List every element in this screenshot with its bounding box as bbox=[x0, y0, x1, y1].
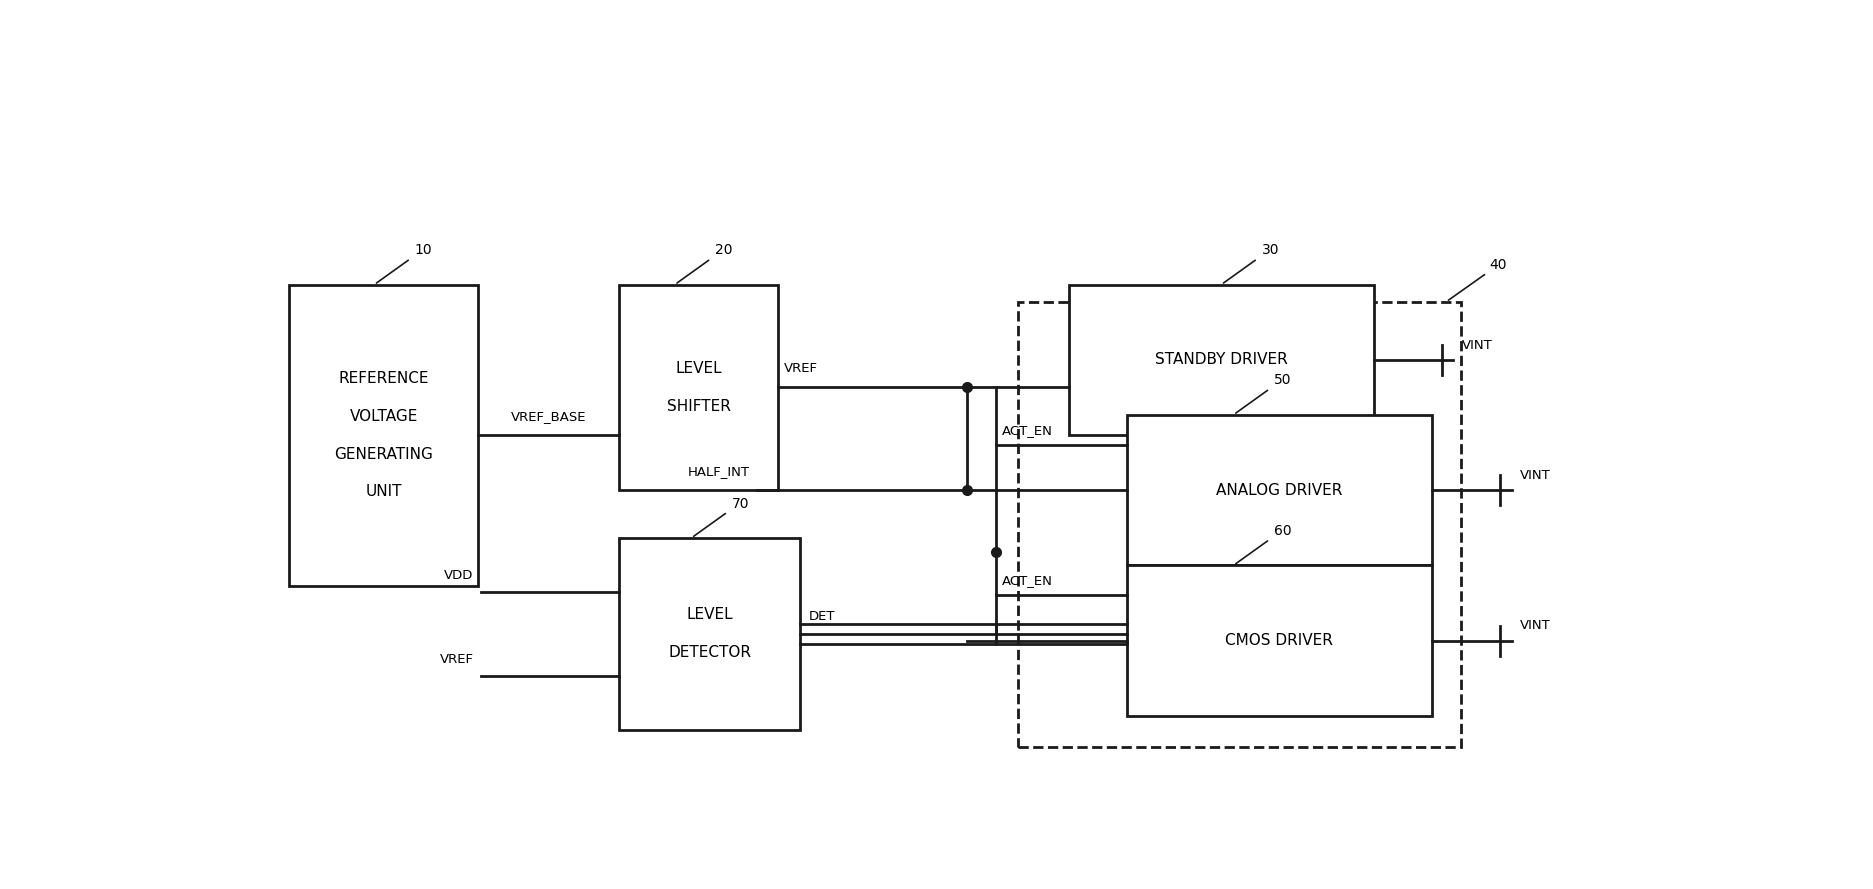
Text: DET: DET bbox=[809, 610, 835, 623]
Text: LEVEL: LEVEL bbox=[676, 361, 721, 376]
Bar bbox=[618, 538, 800, 730]
Text: 60: 60 bbox=[1274, 524, 1292, 538]
Text: 70: 70 bbox=[732, 497, 749, 510]
Text: VOLTAGE: VOLTAGE bbox=[350, 409, 418, 424]
Bar bbox=[288, 284, 478, 586]
Text: ACT_EN: ACT_EN bbox=[1002, 574, 1053, 588]
Text: VREF: VREF bbox=[785, 362, 819, 375]
Bar bbox=[618, 284, 779, 490]
Text: 10: 10 bbox=[414, 244, 433, 257]
Text: SHIFTER: SHIFTER bbox=[667, 398, 730, 413]
Text: 20: 20 bbox=[715, 244, 732, 257]
Text: HALF_INT: HALF_INT bbox=[687, 465, 749, 477]
Text: REFERENCE: REFERENCE bbox=[339, 372, 429, 387]
Text: 40: 40 bbox=[1489, 258, 1508, 272]
Text: GENERATING: GENERATING bbox=[333, 446, 433, 461]
Text: VREF_BASE: VREF_BASE bbox=[511, 410, 586, 423]
Text: VINT: VINT bbox=[1521, 620, 1551, 632]
Text: ANALOG DRIVER: ANALOG DRIVER bbox=[1216, 483, 1343, 498]
Text: VDD: VDD bbox=[444, 569, 474, 582]
Text: 30: 30 bbox=[1262, 244, 1279, 257]
Text: ACT_EN: ACT_EN bbox=[1002, 424, 1053, 436]
Text: VREF: VREF bbox=[440, 653, 474, 667]
Text: VINT: VINT bbox=[1463, 339, 1493, 352]
Text: CMOS DRIVER: CMOS DRIVER bbox=[1225, 633, 1334, 648]
Text: VINT: VINT bbox=[1521, 469, 1551, 482]
Text: DETECTOR: DETECTOR bbox=[669, 645, 751, 661]
Bar bbox=[1069, 284, 1373, 436]
Text: LEVEL: LEVEL bbox=[686, 607, 732, 622]
Text: UNIT: UNIT bbox=[365, 485, 403, 500]
Text: 50: 50 bbox=[1274, 373, 1292, 388]
Bar bbox=[1128, 414, 1431, 565]
Text: STANDBY DRIVER: STANDBY DRIVER bbox=[1156, 352, 1287, 367]
Bar bbox=[1019, 301, 1461, 747]
Bar bbox=[1128, 565, 1431, 716]
